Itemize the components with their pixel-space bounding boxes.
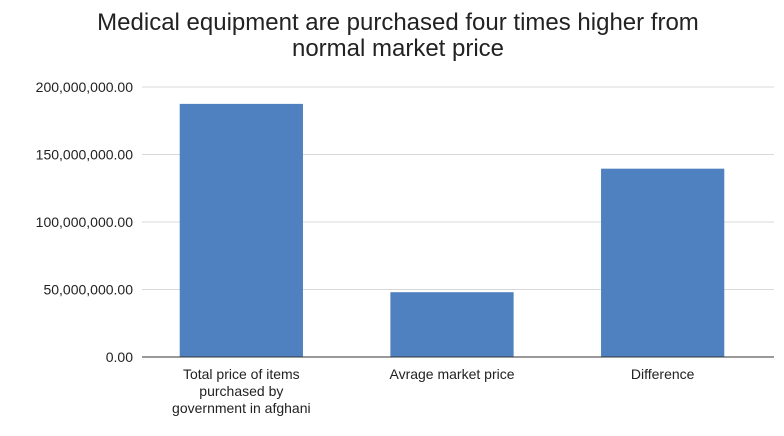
y-tick-label: 200,000,000.00 (36, 79, 134, 95)
y-tick-label: 50,000,000.00 (43, 282, 133, 298)
x-category-label: purchased by (199, 383, 283, 399)
x-category-label: Avrage market price (389, 366, 514, 382)
y-tick-label: 0.00 (106, 349, 133, 365)
chart-title-line-2: normal market price (292, 35, 504, 62)
x-category-label: government in afghani (172, 400, 311, 416)
y-axis-tick-labels: 0.00 50,000,000.00 100,000,000.00 150,000,0… (36, 79, 134, 365)
bars (179, 103, 725, 357)
y-tick-label: 100,000,000.00 (36, 214, 134, 230)
chart-title-line-1: Medical equipment are purchased four tim… (97, 9, 699, 36)
bar (390, 292, 514, 357)
y-tick-label: 150,000,000.00 (36, 147, 134, 163)
x-category-label: Difference (631, 366, 695, 382)
chart-title: Medical equipment are purchased four tim… (97, 9, 699, 62)
bar (179, 103, 303, 357)
x-category-label: Total price of items (183, 366, 300, 382)
bar (601, 168, 725, 357)
